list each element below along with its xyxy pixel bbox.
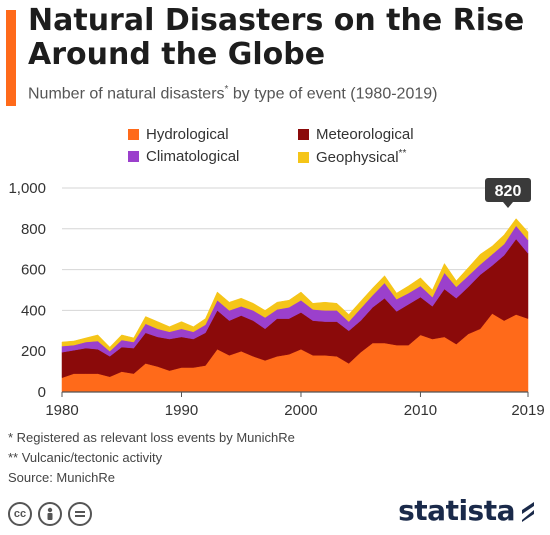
creative-commons-icon[interactable]: cc: [8, 502, 32, 526]
footnotes: * Registered as relevant loss events by …: [8, 428, 295, 488]
legend-swatch-meteorological: [298, 129, 309, 140]
statista-logo[interactable]: statista: [398, 494, 536, 527]
annotation-pointer: [503, 202, 513, 208]
y-tick-label-800: 800: [21, 221, 46, 238]
x-tick-label-2019: 2019: [511, 402, 544, 419]
y-tick-label-200: 200: [21, 343, 46, 360]
x-tick-label-2010: 2010: [404, 402, 437, 419]
stacked-area-chart: 0 200 400 600 800 1,000 1980 1990 2000 2010 2019 82…: [8, 178, 545, 419]
x-tick-label-1980: 1980: [45, 402, 78, 419]
legend-label-climatological: Climatological: [146, 148, 240, 165]
license-icons: cc: [8, 502, 92, 526]
legend-item-geophysical: Geophysical**: [298, 148, 406, 166]
legend-label-hydrological: Hydrological: [146, 126, 229, 143]
footnote-vulcanic: ** Vulcanic/tectonic activity: [8, 450, 163, 465]
legend-item-meteorological: Meteorological: [298, 126, 414, 143]
legend-item-hydrological: Hydrological: [128, 126, 229, 143]
no-derivatives-equals-icon[interactable]: [68, 502, 92, 526]
legend-item-climatological: Climatological: [128, 148, 239, 165]
legend-swatch-geophysical: [298, 152, 309, 163]
subtitle-rest: by type of event (1980-2019): [228, 85, 438, 103]
subtitle-footnote-mark: *: [224, 84, 229, 95]
chart-title: Natural Disasters on the Rise Around the…: [28, 3, 525, 72]
area-geophysical: [61, 218, 529, 352]
chart-subtitle: Number of natural disasters* by type of …: [28, 84, 548, 103]
footnote-registered: * Registered as relevant loss events by …: [8, 430, 295, 445]
source-line: Source: MunichRe: [8, 470, 115, 485]
annotation-label: 820: [495, 183, 522, 200]
legend-swatch-hydrological: [128, 129, 139, 140]
annotation-box: [485, 178, 531, 202]
x-tick-label-2000: 2000: [284, 402, 317, 419]
legend-label-geophysical: Geophysical: [316, 149, 399, 166]
legend-label-meteorological: Meteorological: [316, 126, 414, 143]
y-tick-label-600: 600: [21, 262, 46, 279]
legend-footnote-mark: **: [398, 148, 407, 159]
brand-name: statista: [398, 494, 515, 527]
y-tick-label-1000: 1,000: [8, 180, 46, 197]
y-tick-label-0: 0: [38, 384, 46, 401]
brand-mark-icon: [522, 501, 534, 522]
subtitle-main: Number of natural disasters: [28, 85, 225, 103]
accent-bar: [6, 10, 16, 106]
legend-swatch-climatological: [128, 151, 139, 162]
x-tick-label-1990: 1990: [165, 402, 198, 419]
y-tick-label-400: 400: [21, 302, 46, 319]
attribution-person-icon[interactable]: [38, 502, 62, 526]
